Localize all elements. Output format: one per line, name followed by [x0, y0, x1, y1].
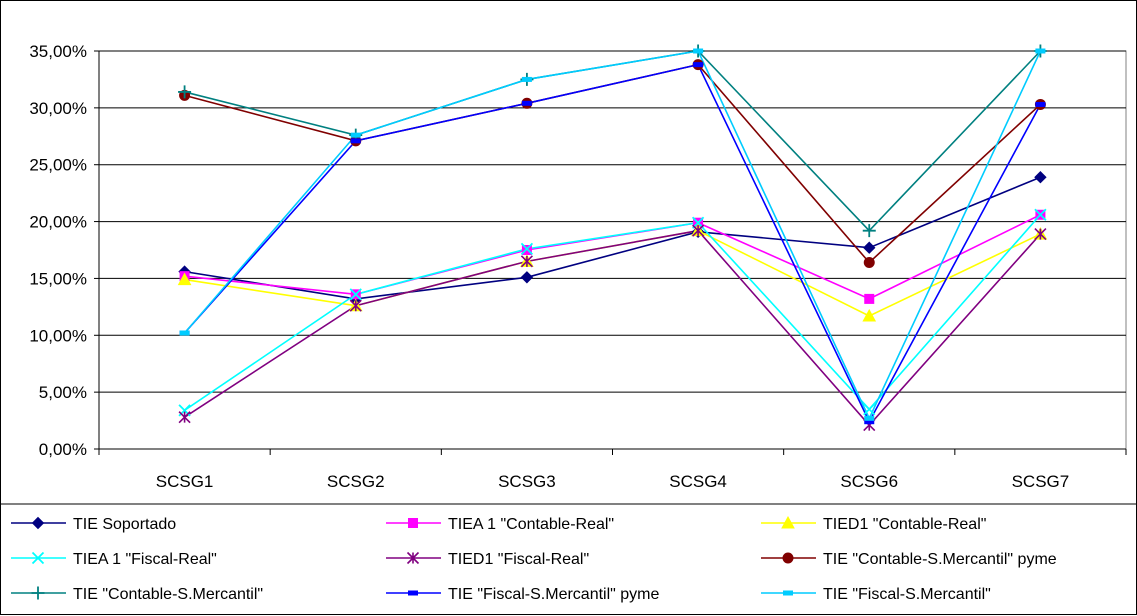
series-1-point: [863, 241, 876, 254]
series-5-point: [178, 411, 191, 424]
legend-item: TIE Soportado: [11, 516, 176, 533]
series-9-point: [864, 415, 875, 421]
plot-area: [98, 50, 1127, 450]
series-8-point: [1035, 101, 1046, 107]
x-tick-label: SCSG4: [669, 472, 727, 491]
legend-item: TIE "Fiscal-S.Mercantil" pyme: [386, 586, 660, 603]
series-9-point: [1035, 48, 1046, 54]
legend-item: TIE "Contable-S.Mercantil" pyme: [761, 551, 1057, 568]
series-1-point: [520, 271, 534, 284]
series-line-5: [184, 229, 1042, 427]
legend-label: TIE "Contable-S.Mercantil" pyme: [823, 551, 1057, 568]
series-5-point: [349, 299, 362, 312]
series-9-point: [179, 330, 190, 336]
series-8-point: [521, 100, 532, 106]
series-3-point: [862, 308, 877, 322]
legend-label: TIE "Fiscal-S.Mercantil" pyme: [448, 586, 660, 603]
legend-item: TIEA 1 "Fiscal-Real": [11, 551, 217, 568]
series-5-point: [692, 224, 705, 237]
series-4-point: [520, 242, 534, 255]
series-7-point: [178, 85, 192, 99]
legend-swatch-marker: [31, 586, 45, 600]
series-line-9: [183, 50, 1042, 421]
y-tick-label: 5,00%: [39, 383, 87, 402]
series-4-point: [863, 403, 876, 416]
series-9-point: [350, 132, 361, 138]
x-tick-label: SCSG1: [156, 472, 214, 491]
series-9-point: [521, 76, 532, 82]
series-6-point: [863, 257, 875, 269]
legend-item: TIE "Contable-S.Mercantil": [11, 586, 263, 603]
y-tick-label: 20,00%: [29, 213, 87, 232]
legend-item: TIE "Fiscal-S.Mercantil": [761, 586, 991, 603]
x-tick-label: SCSG3: [498, 472, 556, 491]
legend-label: TIED1 "Contable-Real": [823, 516, 986, 533]
series-4-point: [349, 288, 362, 301]
legend-label: TIE "Contable-S.Mercantil": [73, 586, 263, 603]
legend-label: TIED1 "Fiscal-Real": [448, 551, 589, 568]
legend-label: TIEA 1 "Contable-Real": [448, 516, 614, 533]
y-tick-label: 25,00%: [29, 156, 87, 175]
series-5-point: [1034, 228, 1047, 241]
legend-swatch-marker: [781, 515, 795, 529]
legend-swatch-marker: [408, 518, 418, 528]
series-4-point: [1034, 208, 1047, 221]
legend-label: TIE Soportado: [73, 516, 176, 533]
series-line-8: [183, 63, 1042, 424]
legend-label: TIE "Fiscal-S.Mercantil": [823, 586, 991, 603]
legend-label: TIEA 1 "Fiscal-Real": [73, 551, 217, 568]
x-tick-label: SCSG7: [1012, 472, 1070, 491]
legend-swatch-marker: [406, 551, 420, 565]
y-tick-label: 10,00%: [29, 326, 87, 345]
series-5-point: [520, 255, 533, 268]
series-3-point: [177, 272, 192, 286]
legend-item: TIED1 "Contable-Real": [761, 515, 986, 533]
series-line-4: [184, 214, 1042, 411]
series-8-point: [693, 62, 704, 68]
y-tick-label: 0,00%: [39, 440, 87, 459]
series-8-point: [350, 138, 361, 144]
y-tick-label: 15,00%: [29, 269, 87, 288]
x-tick-label: SCSG2: [327, 472, 385, 491]
x-tick-label: SCSG6: [840, 472, 898, 491]
y-tick-label: 35,00%: [29, 42, 87, 61]
series-1-point: [1034, 171, 1047, 184]
series-7-point: [862, 224, 876, 238]
legend-swatch-marker: [782, 552, 794, 564]
series-9-point: [693, 48, 704, 54]
legend-swatch-marker: [783, 590, 793, 596]
y-tick-label: 30,00%: [29, 99, 87, 118]
legend-swatch-marker: [31, 516, 45, 530]
legend-item: TIED1 "Fiscal-Real": [386, 551, 589, 568]
legend-swatch-marker: [31, 551, 45, 565]
legend-item: TIEA 1 "Contable-Real": [386, 516, 614, 533]
legend-swatch-marker: [408, 590, 418, 596]
series-2-point: [864, 293, 875, 304]
